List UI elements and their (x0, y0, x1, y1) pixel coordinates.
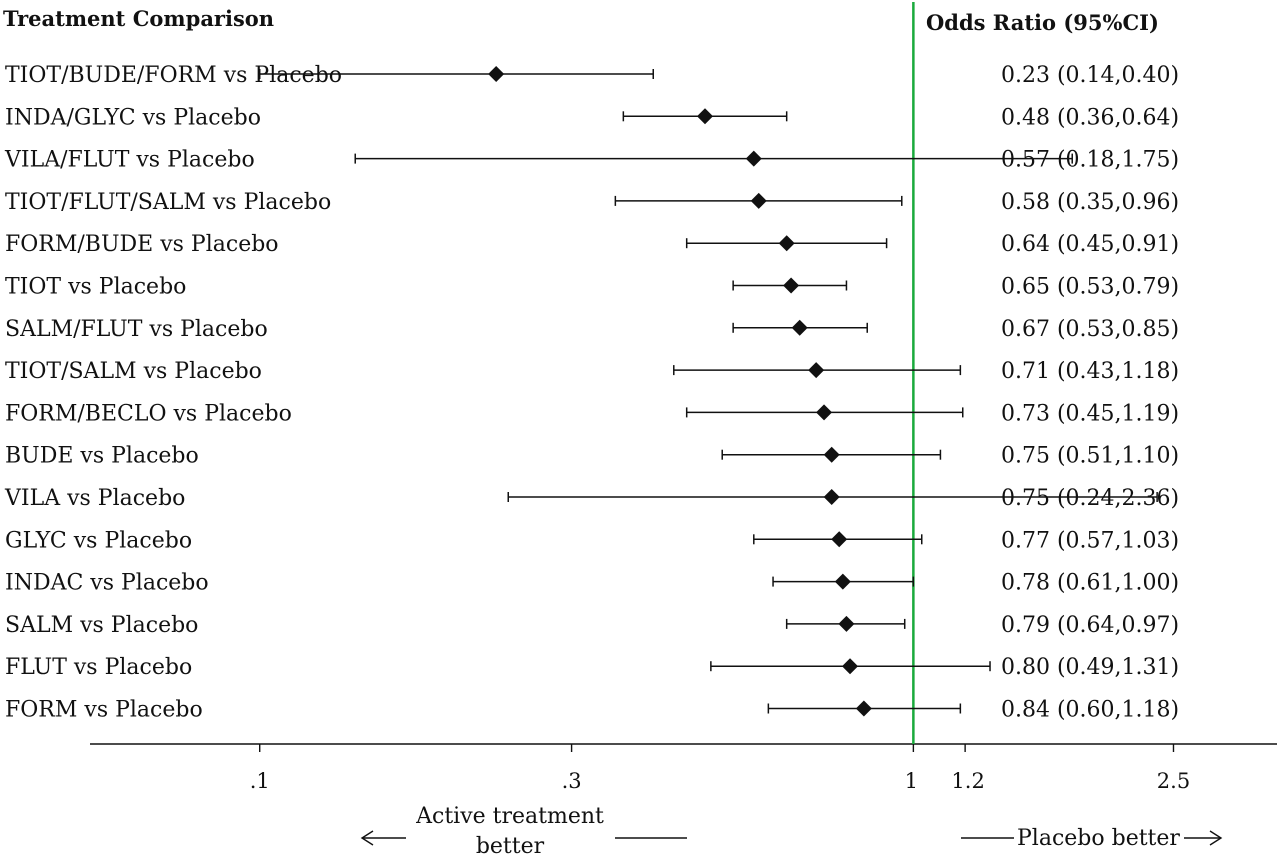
point-estimate-marker (834, 573, 851, 590)
odds-ratio-value: 0.23 (0.14,0.40) (1001, 63, 1179, 88)
header-treatment-comparison: Treatment Comparison (3, 6, 274, 31)
forest-row: TIOT/FLUT/SALM vs Placebo 0.58 (0.35,0.96… (5, 190, 1179, 215)
point-estimate-marker (791, 319, 808, 336)
odds-ratio-value: 0.75 (0.24,2.36) (1001, 486, 1179, 511)
forest-row: FORM/BUDE vs Placebo 0.64 (0.45,0.91) (5, 232, 1179, 257)
row-label: FORM/BUDE vs Placebo (5, 232, 279, 257)
point-estimate-marker (831, 531, 848, 548)
odds-ratio-value: 0.57 (0.18,1.75) (1001, 148, 1179, 173)
x-tick-label: 2.5 (1157, 769, 1190, 793)
odds-ratio-value: 0.58 (0.35,0.96) (1001, 190, 1179, 215)
forest-row: GLYC vs Placebo 0.77 (0.57,1.03) (5, 528, 1179, 553)
point-estimate-marker (488, 66, 505, 82)
row-label: VILA vs Placebo (4, 486, 185, 511)
row-label: BUDE vs Placebo (5, 444, 199, 469)
row-label: TIOT/BUDE/FORM vs Placebo (5, 63, 342, 88)
forest-rows: TIOT/BUDE/FORM vs Placebo 0.23 (0.14,0.40… (4, 63, 1179, 723)
forest-row: VILA vs Placebo 0.75 (0.24,2.36) (4, 486, 1179, 511)
point-estimate-marker (808, 362, 825, 379)
row-label: VILA/FLUT vs Placebo (4, 148, 255, 173)
point-estimate-marker (745, 150, 762, 167)
point-estimate-marker (697, 108, 714, 125)
odds-ratio-value: 0.65 (0.53,0.79) (1001, 275, 1179, 300)
forest-row: TIOT/SALM vs Placebo 0.71 (0.43,1.18) (5, 359, 1179, 384)
point-estimate-marker (838, 615, 855, 632)
header-odds-ratio: Odds Ratio (95%CI) (926, 10, 1159, 35)
forest-row: FORM vs Placebo 0.84 (0.60,1.18) (5, 698, 1179, 723)
row-label: GLYC vs Placebo (5, 528, 192, 553)
right-annotation: Placebo better (961, 826, 1223, 851)
row-label: SALM/FLUT vs Placebo (5, 317, 268, 342)
odds-ratio-value: 0.77 (0.57,1.03) (1001, 528, 1179, 553)
x-tick-label: .1 (250, 769, 270, 793)
forest-row: FLUT vs Placebo 0.80 (0.49,1.31) (5, 655, 1179, 680)
row-label: SALM vs Placebo (5, 613, 198, 638)
forest-row: BUDE vs Placebo 0.75 (0.51,1.10) (5, 444, 1179, 469)
forest-row: INDA/GLYC vs Placebo 0.48 (0.36,0.64) (5, 105, 1179, 130)
forest-row: SALM/FLUT vs Placebo 0.67 (0.53,0.85) (5, 317, 1179, 342)
x-ticks: .1 .3 1 1.2 2.5 (250, 744, 1190, 793)
odds-ratio-value: 0.79 (0.64,0.97) (1001, 613, 1179, 638)
x-tick-label: 1 (905, 769, 918, 793)
point-estimate-marker (778, 235, 795, 252)
odds-ratio-value: 0.80 (0.49,1.31) (1001, 655, 1179, 680)
odds-ratio-value: 0.71 (0.43,1.18) (1001, 359, 1179, 384)
row-label: INDAC vs Placebo (5, 571, 209, 596)
forest-row: INDAC vs Placebo 0.78 (0.61,1.00) (5, 571, 1179, 596)
placebo-better-label: Placebo better (1017, 826, 1180, 851)
row-label: INDA/GLYC vs Placebo (5, 105, 261, 130)
odds-ratio-value: 0.48 (0.36,0.64) (1001, 105, 1179, 130)
odds-ratio-value: 0.64 (0.45,0.91) (1001, 232, 1179, 257)
point-estimate-marker (816, 404, 833, 421)
point-estimate-marker (783, 277, 800, 294)
forest-row: FORM/BECLO vs Placebo 0.73 (0.45,1.19) (5, 401, 1179, 426)
odds-ratio-value: 0.67 (0.53,0.85) (1001, 317, 1179, 342)
odds-ratio-value: 0.78 (0.61,1.00) (1001, 571, 1179, 596)
odds-ratio-value: 0.73 (0.45,1.19) (1001, 401, 1179, 426)
point-estimate-marker (823, 446, 840, 463)
active-treatment-better-line1: Active treatment (415, 804, 604, 829)
x-tick-label: .3 (562, 769, 582, 793)
active-treatment-better-line2: better (476, 834, 545, 859)
forest-row: TIOT/BUDE/FORM vs Placebo 0.23 (0.14,0.40… (5, 63, 1179, 88)
odds-ratio-value: 0.84 (0.60,1.18) (1001, 698, 1179, 723)
row-label: FORM vs Placebo (5, 698, 203, 723)
row-label: FORM/BECLO vs Placebo (5, 401, 292, 426)
row-label: TIOT vs Placebo (5, 275, 186, 300)
x-tick-label: 1.2 (951, 769, 984, 793)
forest-row: VILA/FLUT vs Placebo 0.57 (0.18,1.75) (4, 148, 1179, 173)
point-estimate-marker (750, 192, 767, 209)
point-estimate-marker (823, 489, 840, 505)
row-label: FLUT vs Placebo (5, 655, 192, 680)
forest-row: SALM vs Placebo 0.79 (0.64,0.97) (5, 613, 1179, 638)
left-annotation: Active treatment better (360, 804, 687, 859)
right-arrowhead-icon (1209, 830, 1223, 846)
point-estimate-marker (842, 658, 859, 675)
row-label: TIOT/SALM vs Placebo (5, 359, 262, 384)
forest-row: TIOT vs Placebo 0.65 (0.53,0.79) (5, 275, 1179, 300)
odds-ratio-value: 0.75 (0.51,1.10) (1001, 444, 1179, 469)
point-estimate-marker (855, 700, 872, 717)
left-arrowhead-icon (360, 830, 374, 846)
row-label: TIOT/FLUT/SALM vs Placebo (5, 190, 331, 215)
